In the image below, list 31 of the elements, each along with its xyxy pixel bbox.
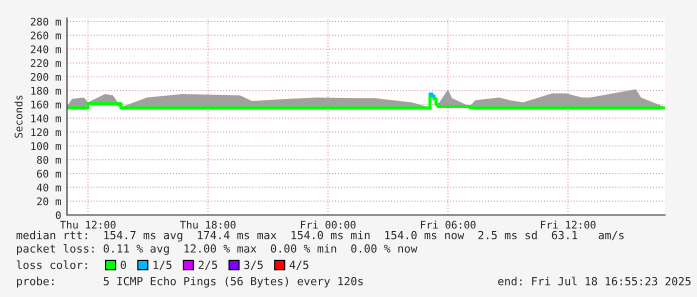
y-tick-label: 280 m (30, 18, 61, 26)
text: packet loss: 0.11 % avg 12.00 % max 0.00 % min 0.00 % now (17, 244, 418, 255)
x-tick-label: Thu 18:00 (180, 220, 236, 229)
y-tick-label: 100 m (31, 142, 61, 150)
legend-label: 2/5 (198, 260, 218, 270)
x-tick-label: Fri 00:00 (300, 220, 356, 229)
y-tick-label: 260 m (30, 32, 61, 40)
y-tick-label: 0 (56, 211, 61, 220)
y-tick-label: 140 m (31, 114, 61, 122)
y-tick-label: 120 m (31, 128, 61, 136)
legend-title: loss color: (16, 260, 87, 270)
y-tick-label: 80 m (37, 156, 61, 164)
text: probe: 5 ICMP Echo Pings (56 Bytes) every 120s (17, 276, 363, 288)
y-tick-label: 20 m (37, 197, 61, 206)
legend-label: 4/5 (290, 260, 308, 270)
x-tick-label: Fri 06:00 (420, 220, 476, 229)
y-tick-label: 40 m (36, 184, 61, 192)
y-tick-label: 240 m (30, 45, 61, 54)
y-axis-title: Seconds (14, 96, 23, 138)
legend-label: 1/5 (154, 260, 172, 270)
x-tick-label: Thu 12:00 (60, 220, 116, 229)
text: end: Fri Jul 18 16:55:23 2025 (498, 276, 691, 286)
legend-label: 0 (120, 260, 126, 270)
legend-label: 3/5 (244, 260, 263, 270)
text: median rtt: 154.7 ms avg 174.4 ms max 154.0 ms min 154.0 ms now 2.5 ms sd 63.1 am/s (16, 230, 624, 242)
x-tick-label: Fri 12:00 (540, 220, 596, 229)
y-tick-label: 180 m (31, 86, 61, 95)
y-tick-label: 60 m (37, 170, 61, 178)
y-tick-label: 160 m (31, 100, 61, 109)
y-tick-label: 220 m (30, 59, 61, 68)
y-tick-label: 200 m (30, 73, 61, 81)
